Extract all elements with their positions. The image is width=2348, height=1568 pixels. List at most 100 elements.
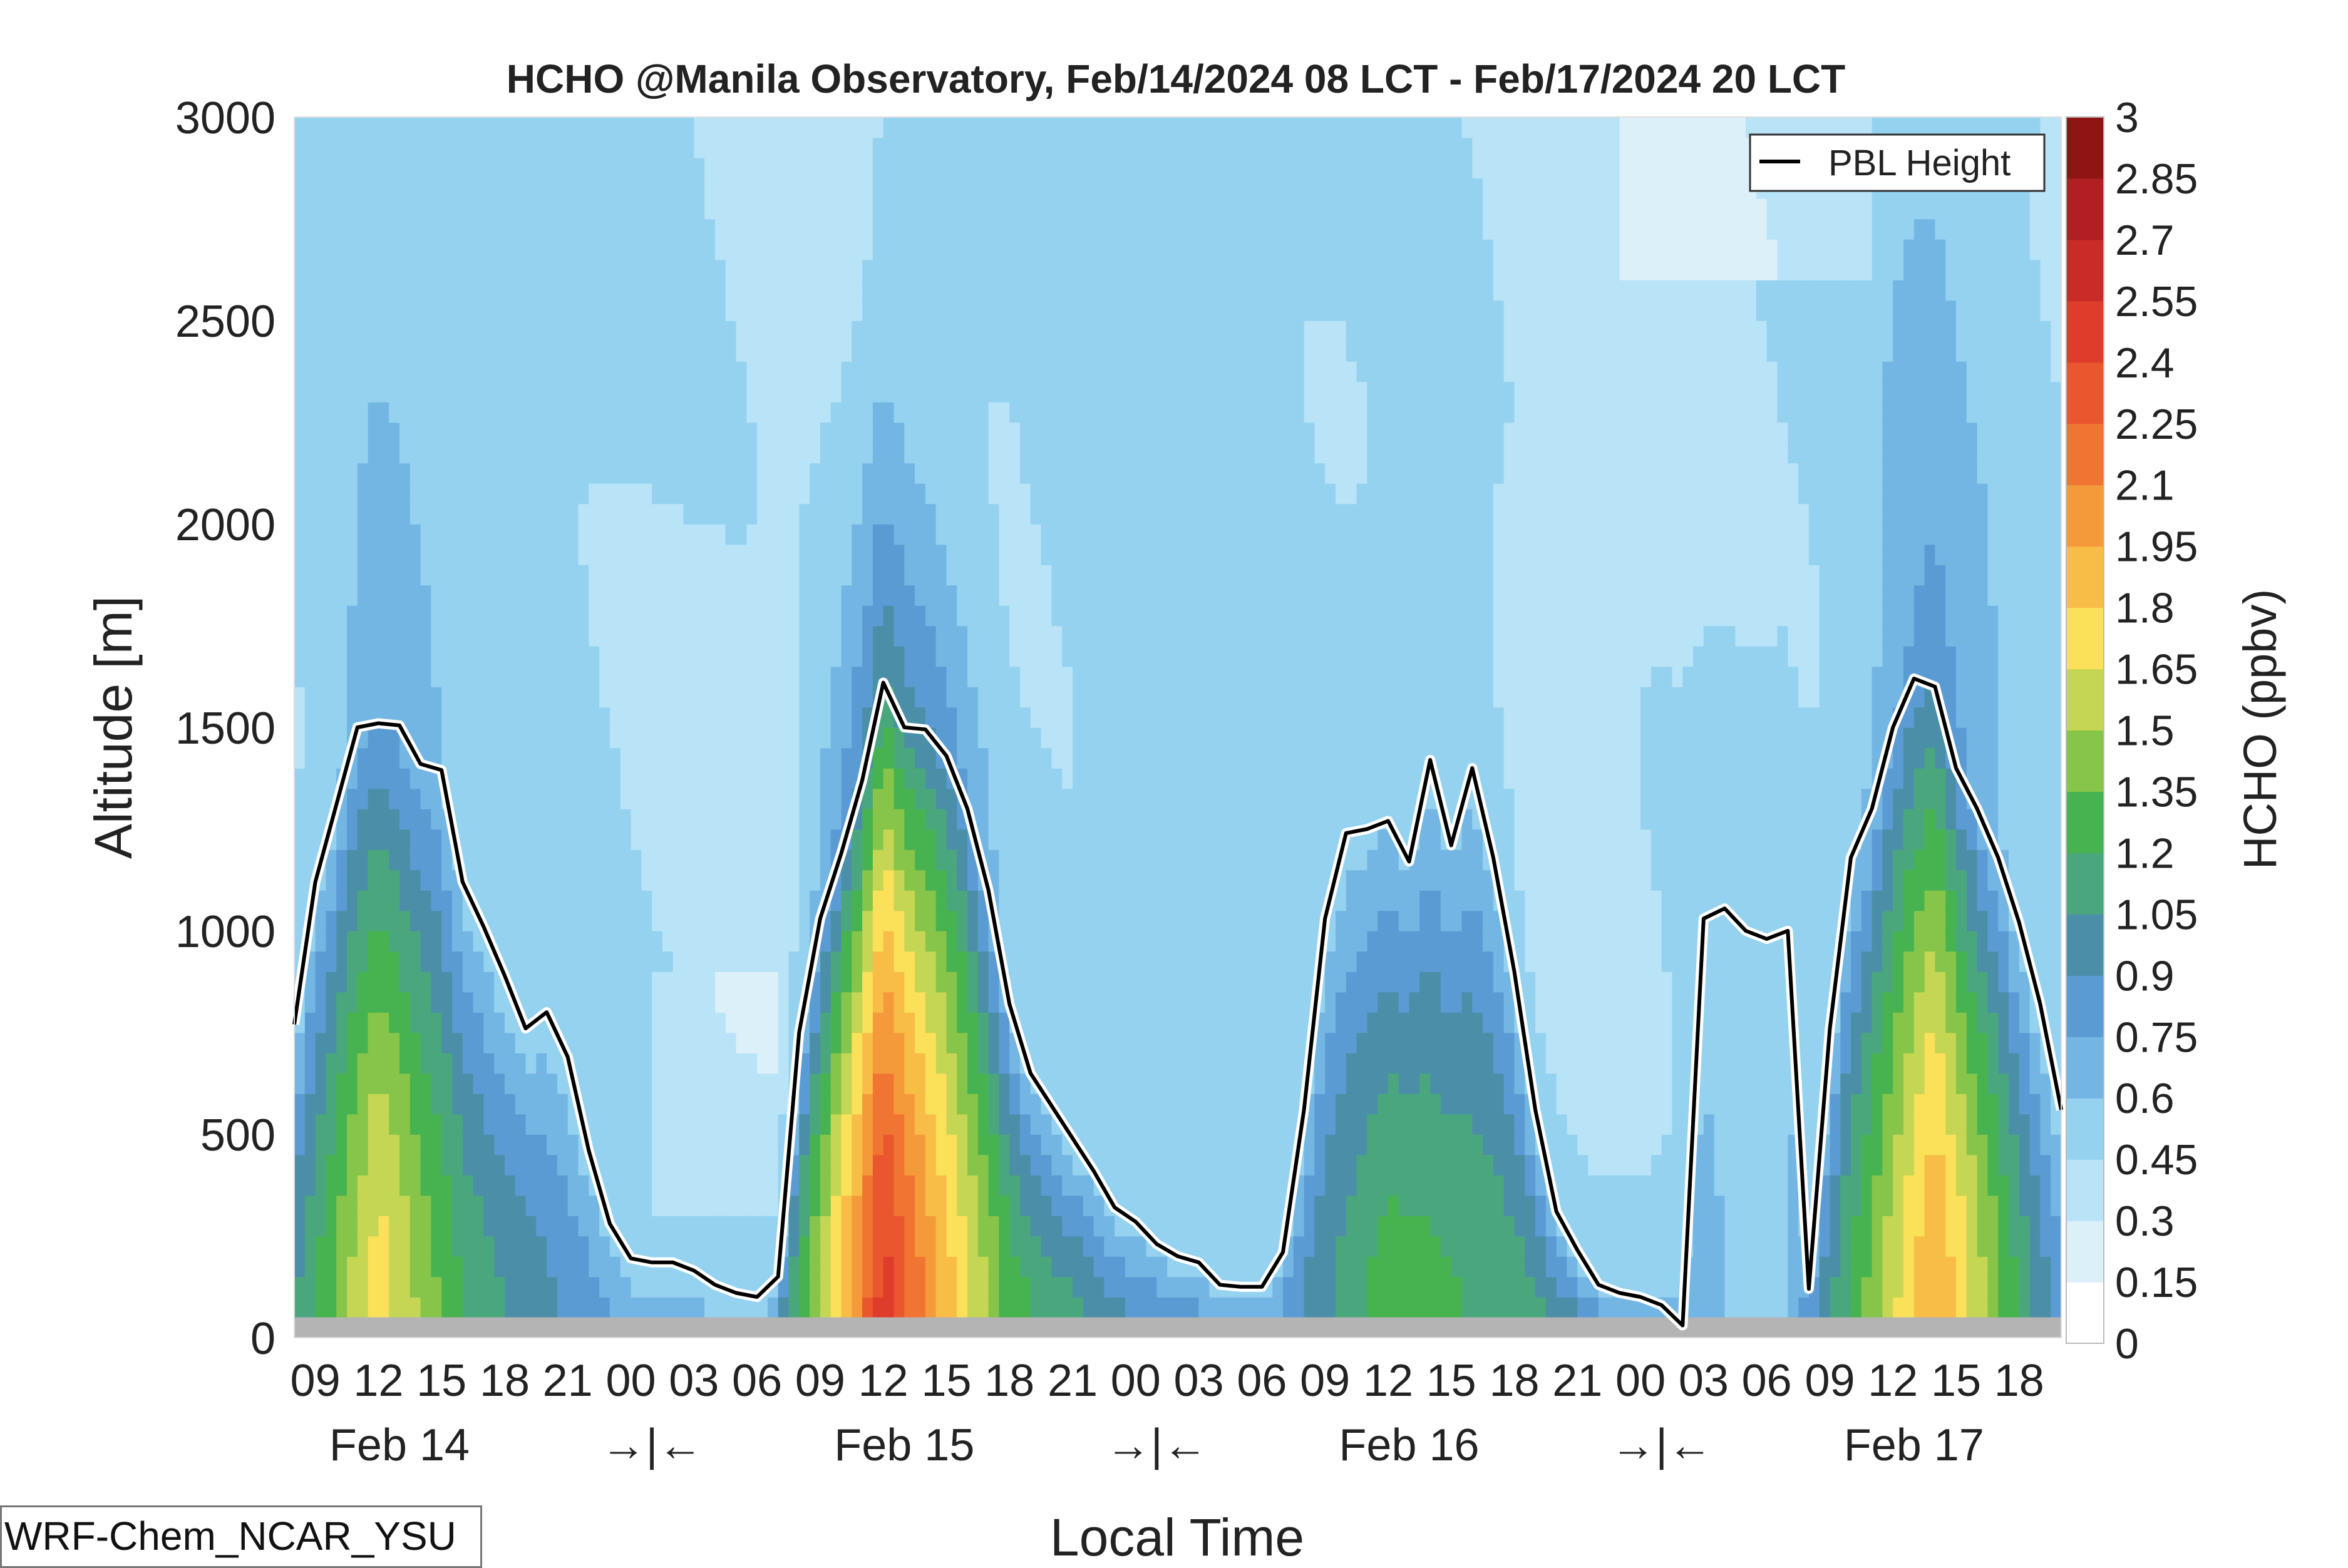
heatmap-cell [1135,890,1147,911]
heatmap-cell [1083,727,1094,749]
heatmap-cell [378,1094,389,1115]
heatmap-cell [788,809,800,830]
heatmap-cell [294,1276,306,1298]
heatmap-cell [589,605,600,627]
heatmap-cell [904,992,915,1013]
heatmap-cell [757,1053,768,1074]
heatmap-cell [1104,503,1115,525]
heatmap-cell [725,341,737,362]
heatmap-cell [1020,910,1031,931]
heatmap-cell [378,646,389,667]
heatmap-cell [1051,1276,1063,1298]
heatmap-cell [1041,280,1053,301]
heatmap-cell [999,178,1010,199]
heatmap-cell [778,809,790,830]
heatmap-cell [1156,483,1168,505]
heatmap-cell [810,463,821,484]
heatmap-cell [725,320,737,342]
heatmap-cell [988,829,1000,850]
heatmap-cell [810,300,821,321]
heatmap-cell [483,198,495,220]
heatmap-cell [1041,625,1053,647]
heatmap-cell [547,341,558,362]
heatmap-cell [431,178,442,199]
heatmap-cell [1051,300,1063,321]
heatmap-cell [368,300,379,321]
heatmap-cell [893,605,905,627]
heatmap-cell [1020,503,1031,525]
heatmap-cell [694,768,705,789]
heatmap-cell [1156,829,1168,850]
heatmap-cell [967,951,979,972]
heatmap-cell [420,931,432,952]
heatmap-cell [483,300,495,321]
heatmap-cell [557,869,569,891]
heatmap-cell [631,361,642,382]
heatmap-cell [462,788,474,809]
heatmap-cell [620,625,632,647]
heatmap-cell [746,198,758,220]
heatmap-cell [567,809,579,830]
heatmap-cell [1093,707,1105,728]
heatmap-cell [441,544,453,565]
heatmap-cell [977,1073,989,1094]
heatmap-cell [409,483,421,505]
heatmap-cell [620,1297,632,1318]
heatmap-cell [304,381,316,402]
heatmap-cell [368,1195,379,1216]
heatmap-cell [409,585,421,606]
heatmap-cell [746,239,758,260]
heatmap-cell [378,402,389,423]
heatmap-cell [557,1256,569,1278]
heatmap-cell [631,198,642,220]
heatmap-cell [336,1154,348,1176]
heatmap-cell [357,646,369,667]
heatmap-cell [946,381,958,402]
heatmap-cell [547,463,558,484]
heatmap-cell [925,422,937,443]
heatmap-cell [1104,707,1115,728]
heatmap-cell [462,218,474,240]
heatmap-cell [368,1154,379,1176]
heatmap-cell [1146,1032,1158,1053]
heatmap-cell [399,402,411,423]
heatmap-cell [1156,890,1168,911]
heatmap-cell [505,117,516,138]
heatmap-cell [431,320,442,342]
heatmap-cell [525,361,537,382]
heatmap-cell [862,625,873,647]
heatmap-cell [1020,809,1031,830]
heatmap-cell [820,443,832,464]
heatmap-cell [462,1094,474,1115]
heatmap-cell [988,849,1000,871]
heatmap-cell [778,239,790,260]
heatmap-cell [915,707,926,728]
heatmap-cell [904,503,915,525]
heatmap-cell [494,727,505,749]
heatmap-cell [336,666,348,687]
heatmap-cell [399,320,411,342]
heatmap-cell [378,544,389,565]
heatmap-cell [1104,1154,1115,1176]
heatmap-cell [1051,788,1063,809]
heatmap-cell [662,218,674,240]
heatmap-cell [893,768,905,789]
heatmap-cell [389,483,400,505]
heatmap-cell [820,1134,832,1156]
heatmap-cell [567,503,579,525]
heatmap-cell [557,117,569,138]
heatmap-cell [946,158,958,179]
heatmap-cell [1125,687,1136,708]
heatmap-cell [694,1134,705,1156]
heatmap-cell [326,1114,337,1135]
heatmap-cell [525,1134,537,1156]
heatmap-cell [893,218,905,240]
heatmap-cell [946,1297,958,1318]
heatmap-cell [672,1154,684,1176]
heatmap-cell [957,747,968,769]
heatmap-cell [810,524,821,545]
heatmap-cell [778,1297,790,1318]
heatmap-cell [652,910,663,931]
heatmap-cell [1104,198,1115,220]
heatmap-cell [1062,829,1073,850]
